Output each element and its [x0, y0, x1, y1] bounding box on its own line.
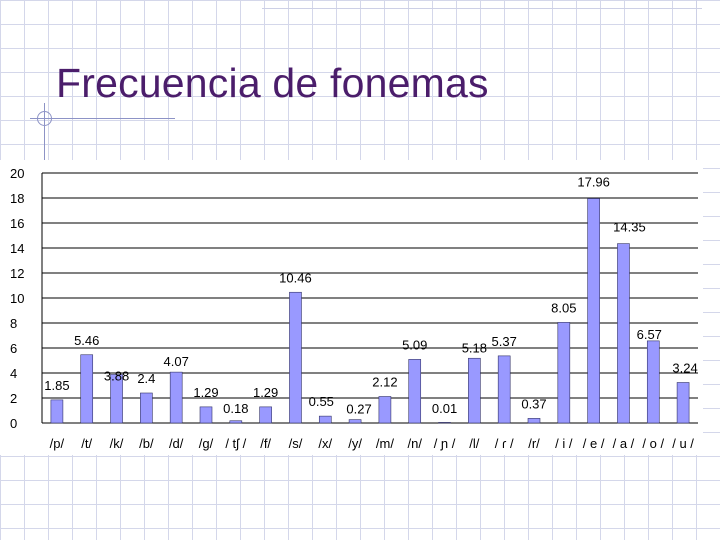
x-tick-label: /x/: [318, 436, 332, 451]
slide-decoration-top-vertical: [696, 0, 697, 30]
x-tick-label: /n/: [407, 436, 422, 451]
bar: [646, 340, 660, 424]
bar: [617, 243, 630, 424]
slide-decoration-top-line: [262, 8, 702, 9]
bar: [169, 371, 183, 424]
data-label: 5.46: [74, 333, 99, 348]
x-tick-label: /b/: [139, 436, 154, 451]
bar: [110, 374, 123, 424]
title-vertical-decoration: [44, 103, 45, 163]
data-label: 8.05: [551, 300, 576, 315]
data-label: 10.46: [279, 270, 312, 285]
data-label: 17.96: [577, 175, 610, 190]
data-label: 0.27: [346, 402, 371, 417]
bar: [50, 399, 64, 424]
data-label: 0.37: [521, 396, 546, 411]
x-tick-label: / ɲ /: [434, 436, 456, 451]
y-tick-label: 2: [10, 391, 17, 406]
data-label: 1.29: [193, 385, 218, 400]
data-label: 1.29: [253, 385, 278, 400]
title-circle-decoration: [37, 111, 52, 126]
x-tick-label: /g/: [199, 436, 214, 451]
data-label: 3.24: [672, 361, 697, 376]
y-tick-label: 16: [10, 216, 24, 231]
y-tick-label: 12: [10, 266, 24, 281]
x-tick-label: / o /: [642, 436, 664, 451]
x-tick-label: / ɾ /: [495, 436, 514, 451]
bar: [587, 198, 600, 424]
bar: [676, 382, 690, 424]
bar: [348, 419, 362, 424]
slide-title: Frecuencia de fonemas: [56, 60, 489, 106]
y-tick-label: 10: [10, 291, 24, 306]
data-label: 5.18: [462, 340, 487, 355]
bar: [80, 354, 94, 424]
x-tick-label: / tʃ /: [225, 436, 246, 451]
bar: [497, 355, 511, 424]
bar: [318, 415, 332, 424]
chart-container: 0 2 4 6 8 10 12 14 16 18 20 1.85/p/5.46/t/3.88/k/2.…: [0, 160, 703, 455]
bar: [199, 406, 213, 424]
x-tick-label: / i /: [555, 436, 573, 451]
bar: [468, 357, 481, 424]
bar: [408, 359, 422, 424]
data-label: 0.18: [223, 401, 248, 416]
x-tick-label: /p/: [50, 436, 65, 451]
x-tick-label: /y/: [348, 436, 362, 451]
title-underline-decoration: [30, 118, 175, 119]
data-label: 1.85: [44, 378, 69, 393]
bar: [438, 422, 451, 424]
y-tick-label: 14: [10, 241, 24, 256]
x-tick-label: /k/: [110, 436, 124, 451]
y-tick-label: 6: [10, 341, 17, 356]
data-label: 6.57: [637, 327, 662, 342]
x-tick-label: /m/: [376, 436, 394, 451]
data-label: 5.09: [402, 337, 427, 352]
data-label: 4.07: [164, 354, 189, 369]
bar: [557, 322, 571, 424]
x-tick-label: / u /: [672, 436, 694, 451]
x-tick-label: /d/: [169, 436, 184, 451]
bar: [527, 418, 541, 424]
data-label: 0.01: [432, 401, 457, 416]
y-tick-label: 0: [10, 416, 17, 431]
x-tick-label: /l/: [469, 436, 480, 451]
bar: [140, 392, 153, 424]
y-tick-label: 18: [10, 191, 24, 206]
x-tick-label: /r/: [528, 436, 540, 451]
bar: [229, 420, 243, 424]
x-tick-label: /f/: [260, 436, 271, 451]
data-label: 3.88: [104, 369, 129, 384]
bar: [259, 406, 272, 424]
y-tick-label: 8: [10, 316, 17, 331]
bar: [378, 396, 392, 424]
data-label: 5.37: [492, 334, 517, 349]
data-label: 2.4: [137, 371, 155, 386]
data-label: 14.35: [613, 220, 646, 235]
data-label: 0.55: [309, 394, 334, 409]
y-tick-label: 4: [10, 366, 17, 381]
x-tick-label: /t/: [81, 436, 92, 451]
data-label: 2.12: [372, 375, 397, 390]
bar-chart: 0 2 4 6 8 10 12 14 16 18 20 1.85/p/5.46/t/3.88/k/2.…: [10, 166, 698, 451]
x-tick-label: / e /: [583, 436, 605, 451]
x-tick-label: / a /: [613, 436, 635, 451]
x-tick-label: /s/: [289, 436, 303, 451]
y-tick-label: 20: [10, 166, 24, 181]
bar: [289, 291, 302, 424]
